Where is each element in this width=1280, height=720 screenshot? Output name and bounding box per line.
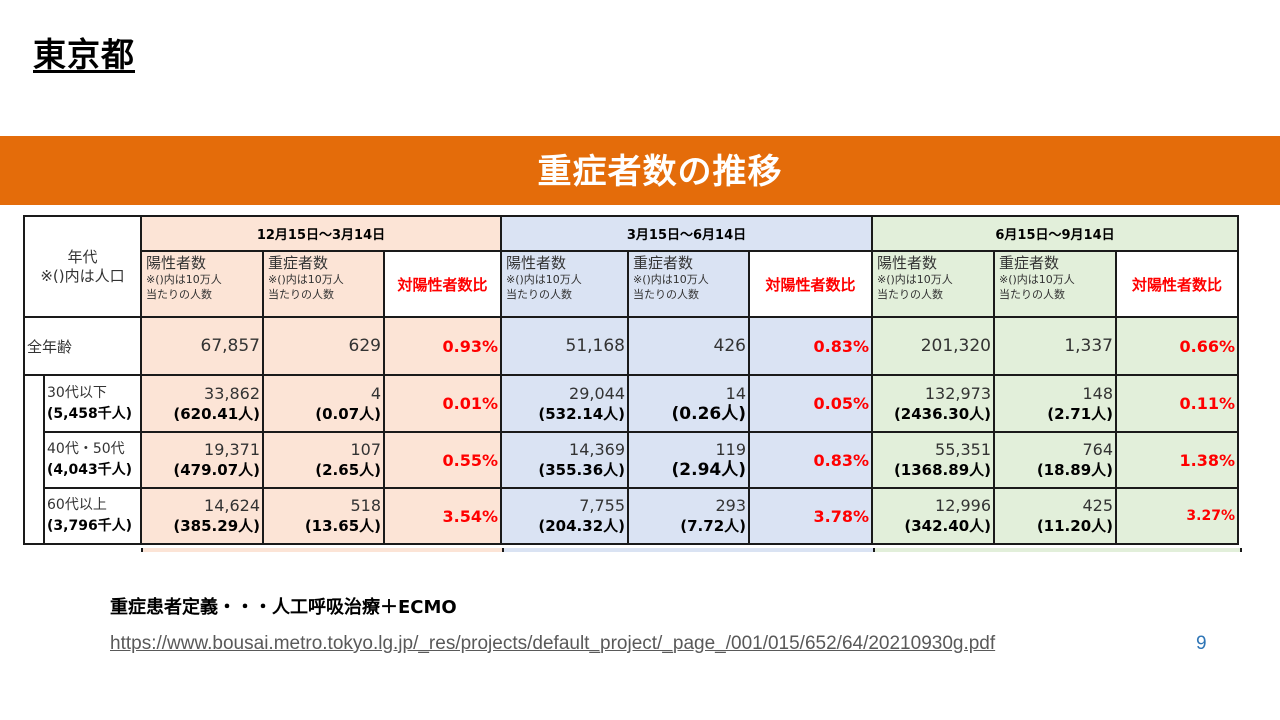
severe-count: 119 (2.94人): [627, 431, 750, 489]
ratio-header: 対陽性者数比: [1115, 250, 1239, 318]
severe-ratio: 1.38%: [1115, 431, 1239, 489]
severe-count: 4 (0.07人): [262, 374, 385, 433]
positive-header-note: ※()内は10万人 当たりの人数: [877, 273, 953, 301]
age-header-line1: 年代: [67, 247, 98, 266]
positive-header-label: 陽性者数: [146, 254, 207, 272]
severe-count: 426: [627, 316, 750, 376]
age-header: 年代 ※()内は人口: [23, 215, 142, 318]
row-label: 全年齢: [23, 316, 142, 376]
positive-count: 29,044 (532.14人): [500, 374, 629, 433]
indent-spacer: [23, 375, 44, 545]
severe-ratio: 0.93%: [383, 316, 502, 376]
positive-count: 12,996 (342.40人): [871, 487, 995, 545]
severe-header: 重症者数 ※()内は10万人 当たりの人数: [993, 250, 1117, 318]
severe-ratio: 0.55%: [383, 431, 502, 489]
banner-title: 重症者数の推移: [537, 152, 783, 192]
positive-count: 55,351 (1368.89人): [871, 431, 995, 489]
period-header-2: 3月15日～6月14日: [500, 215, 873, 252]
row-label: 40代・50代 (4,043千人): [43, 431, 142, 489]
severe-ratio: 3.27%: [1115, 487, 1239, 545]
severe-header-label: 重症者数: [268, 254, 329, 272]
positive-count: 67,857: [140, 316, 264, 376]
severe-header-note: ※()内は10万人 当たりの人数: [268, 273, 344, 301]
severe-ratio: 0.01%: [383, 374, 502, 433]
positive-header: 陽性者数 ※()内は10万人 当たりの人数: [500, 250, 629, 318]
severe-count: 14 (0.26人): [627, 374, 750, 433]
severe-count: 1,337: [993, 316, 1117, 376]
table-bottom-stub: [873, 548, 1242, 552]
severe-header-label: 重症者数: [633, 254, 694, 272]
period-header-1: 12月15日～3月14日: [140, 215, 502, 252]
table-row-all-ages: 全年齢 67,857 629 0.93% 51,168 426 0.83% 20…: [23, 316, 1239, 376]
positive-count: 14,624 (385.29人): [140, 487, 264, 545]
ratio-header: 対陽性者数比: [748, 250, 873, 318]
positive-header: 陽性者数 ※()内は10万人 当たりの人数: [871, 250, 995, 318]
severe-header-label: 重症者数: [999, 254, 1060, 272]
severe-header-note: ※()内は10万人 当たりの人数: [999, 273, 1075, 301]
positive-header-note: ※()内は10万人 当たりの人数: [506, 273, 582, 301]
severe-header-note: ※()内は10万人 当たりの人数: [633, 273, 709, 301]
severe-ratio: 0.05%: [748, 374, 873, 433]
severe-ratio: 3.78%: [748, 487, 873, 545]
severe-count: 425 (11.20人): [993, 487, 1117, 545]
severe-count: 107 (2.65人): [262, 431, 385, 489]
positive-count: 19,371 (479.07人): [140, 431, 264, 489]
positive-header-label: 陽性者数: [877, 254, 938, 272]
positive-count: 201,320: [871, 316, 995, 376]
title-banner: 重症者数の推移: [0, 136, 1280, 205]
positive-count: 7,755 (204.32人): [500, 487, 629, 545]
positive-count: 51,168: [500, 316, 629, 376]
positive-header-label: 陽性者数: [506, 254, 567, 272]
row-label: 60代以上 (3,796千人): [43, 487, 142, 545]
positive-header-note: ※()内は10万人 当たりの人数: [146, 273, 222, 301]
definition-text: 重症患者定義・・・人工呼吸治療＋ECMO: [110, 597, 457, 618]
positive-header: 陽性者数 ※()内は10万人 当たりの人数: [140, 250, 264, 318]
severe-count: 764 (18.89人): [993, 431, 1117, 489]
table-row-under-30s: 30代以下 (5,458千人) 33,862 (620.41人) 4 (0.07人) …: [23, 374, 1239, 545]
ratio-header: 対陽性者数比: [383, 250, 502, 318]
table-row-60s-plus: 60代以上 (3,796千人) 14,624 (385.29人) 518 (13.65…: [24, 487, 1239, 545]
severe-ratio: 0.83%: [748, 431, 873, 489]
source-link[interactable]: https://www.bousai.metro.tokyo.lg.jp/_re…: [110, 633, 996, 654]
table-bottom-stub: [502, 548, 874, 552]
severe-header: 重症者数 ※()内は10万人 当たりの人数: [262, 250, 385, 318]
period-header-3: 6月15日～9月14日: [871, 215, 1239, 252]
table-bottom-stub: [141, 548, 503, 552]
severe-header: 重症者数 ※()内は10万人 当たりの人数: [627, 250, 750, 318]
severe-count: 518 (13.65人): [262, 487, 385, 545]
positive-count: 14,369 (355.36人): [500, 431, 629, 489]
severe-ratio: 0.66%: [1115, 316, 1239, 376]
severe-cases-table: 年代 ※()内は人口 12月15日～3月14日 3月15日～6月14日 6月15…: [23, 215, 1239, 545]
severe-ratio: 3.54%: [383, 487, 502, 545]
severe-ratio: 0.11%: [1115, 374, 1239, 433]
age-header-line2: ※()内は人口: [40, 266, 125, 285]
severe-count: 293 (7.72人): [627, 487, 750, 545]
severe-ratio: 0.83%: [748, 316, 873, 376]
table-row-40s-50s: 40代・50代 (4,043千人) 19,371 (479.07人) 107 (2.6…: [24, 431, 1239, 489]
positive-count: 132,973 (2436.30人): [871, 374, 995, 433]
positive-count: 33,862 (620.41人): [140, 374, 264, 433]
region-title: 東京都: [33, 35, 135, 74]
page-number: 9: [1196, 633, 1207, 654]
severe-count: 148 (2.71人): [993, 374, 1117, 433]
severe-count: 629: [262, 316, 385, 376]
row-label: 30代以下 (5,458千人): [43, 374, 142, 433]
